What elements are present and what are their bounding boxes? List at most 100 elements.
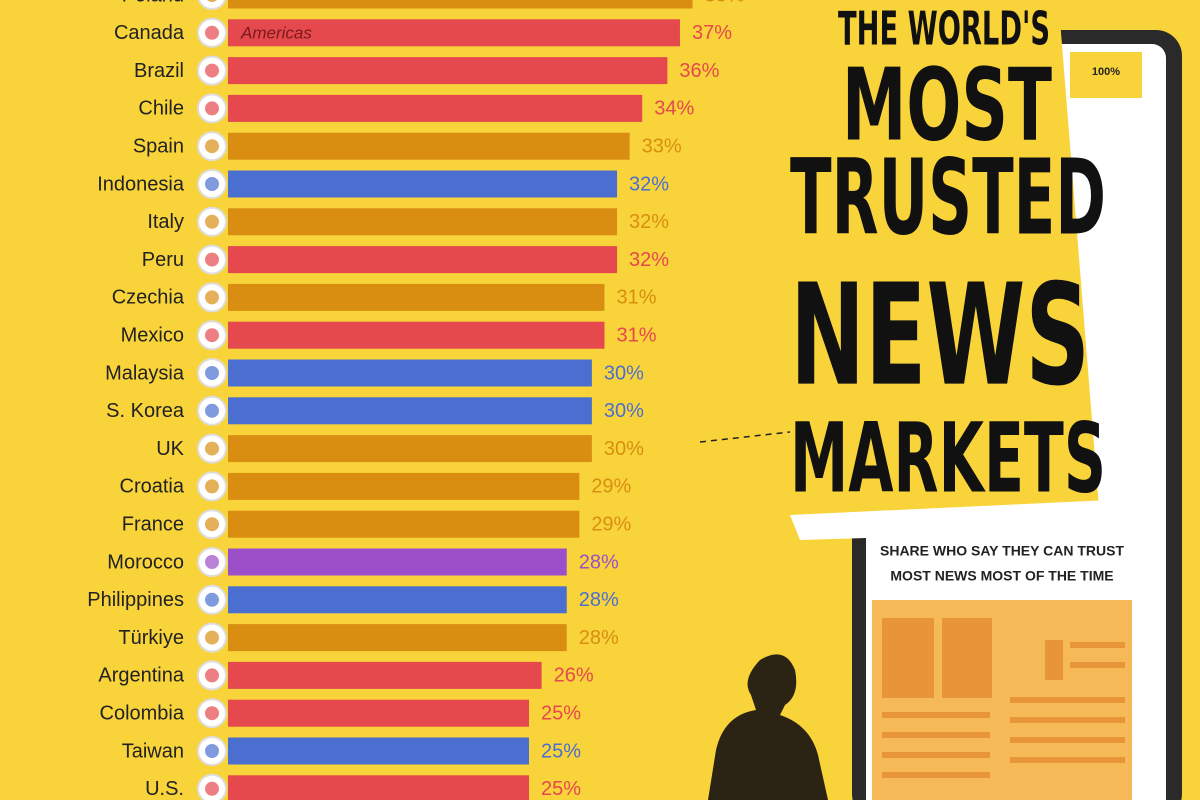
bar bbox=[228, 170, 618, 198]
flag-center bbox=[207, 0, 217, 2]
value-label: 32% bbox=[629, 211, 669, 233]
bar bbox=[228, 435, 592, 463]
title-line: NEWS bbox=[790, 255, 1090, 418]
subtitle: SHARE WHO SAY THEY CAN TRUST MOST NEWS MO… bbox=[880, 543, 1124, 584]
value-label: 34% bbox=[654, 98, 694, 120]
flag-center bbox=[205, 328, 219, 343]
category-label: Argentina bbox=[98, 665, 184, 687]
annotation: Americas bbox=[240, 23, 312, 42]
flag-center bbox=[205, 668, 219, 683]
flag-center bbox=[205, 177, 219, 191]
category-label: U.S. bbox=[145, 778, 184, 800]
value-label: 28% bbox=[579, 589, 619, 611]
category-label: Canada bbox=[114, 22, 185, 44]
value-label: 25% bbox=[541, 740, 581, 762]
value-label: 30% bbox=[604, 400, 644, 422]
battery-badge bbox=[1070, 52, 1142, 98]
bar bbox=[228, 548, 567, 576]
category-label: Czechia bbox=[112, 287, 185, 309]
category-label: Colombia bbox=[100, 702, 185, 724]
bar bbox=[228, 661, 542, 689]
value-label: 30% bbox=[604, 438, 644, 460]
flag-center bbox=[205, 25, 219, 40]
value-label: 33% bbox=[642, 135, 682, 157]
value-label: 31% bbox=[616, 287, 656, 309]
category-label: Poland bbox=[122, 0, 184, 6]
bar bbox=[228, 246, 618, 274]
bar bbox=[228, 586, 567, 614]
bar bbox=[228, 699, 529, 727]
flag-center bbox=[205, 781, 219, 796]
subtitle-line: MOST NEWS MOST OF THE TIME bbox=[890, 568, 1113, 584]
value-label: 36% bbox=[679, 60, 719, 82]
bar bbox=[228, 208, 618, 236]
title-line: TRUSTED bbox=[790, 136, 1106, 258]
flag-center bbox=[205, 706, 219, 721]
flag-center bbox=[205, 101, 219, 116]
category-label: France bbox=[122, 513, 184, 535]
bar bbox=[228, 397, 592, 425]
flag-center bbox=[205, 214, 219, 229]
newspaper-photo bbox=[1045, 640, 1063, 680]
category-label: Spain bbox=[133, 135, 184, 157]
category-label: UK bbox=[156, 438, 184, 460]
newspaper-photo bbox=[942, 618, 992, 698]
category-label: Morocco bbox=[107, 551, 184, 573]
bar bbox=[228, 19, 680, 47]
flag-center bbox=[205, 63, 219, 78]
flag-center bbox=[205, 139, 219, 154]
value-label: 25% bbox=[541, 778, 581, 800]
title-line: THE WORLD'S bbox=[838, 2, 1050, 56]
title-line: MARKETS bbox=[790, 402, 1106, 514]
category-label: Italy bbox=[147, 211, 184, 233]
title-line: MOST bbox=[842, 46, 1052, 163]
value-label: 30% bbox=[604, 362, 644, 384]
category-label: S. Korea bbox=[106, 400, 185, 422]
category-label: Peru bbox=[142, 249, 184, 271]
newspaper-photo bbox=[882, 618, 934, 698]
value-label: 37% bbox=[692, 22, 732, 44]
bar bbox=[228, 737, 529, 765]
value-label: 32% bbox=[629, 249, 669, 271]
bar bbox=[228, 132, 630, 160]
value-label: 32% bbox=[629, 173, 669, 195]
subtitle-line: SHARE WHO SAY THEY CAN TRUST bbox=[880, 543, 1124, 559]
bar bbox=[228, 359, 592, 387]
bar bbox=[228, 94, 643, 122]
flag-center bbox=[205, 630, 219, 645]
flag-center bbox=[205, 403, 219, 418]
flag-center bbox=[205, 517, 219, 532]
flag-center bbox=[205, 555, 219, 569]
bar bbox=[228, 624, 567, 652]
flag-center bbox=[205, 290, 219, 305]
bar bbox=[228, 321, 605, 349]
value-label: 29% bbox=[591, 513, 631, 535]
value-label: 31% bbox=[616, 324, 656, 346]
flag-center bbox=[205, 744, 219, 758]
category-label: Taiwan bbox=[122, 740, 184, 762]
category-label: Philippines bbox=[87, 589, 184, 611]
flag-center bbox=[205, 479, 219, 494]
value-label: 28% bbox=[579, 551, 619, 573]
value-label: 38% bbox=[705, 0, 745, 6]
bar bbox=[228, 0, 693, 9]
bar bbox=[228, 283, 605, 311]
value-label: 26% bbox=[554, 665, 594, 687]
value-label: 28% bbox=[579, 627, 619, 649]
category-label: Croatia bbox=[120, 476, 185, 498]
flag-center bbox=[205, 366, 219, 380]
category-label: Brazil bbox=[134, 60, 184, 82]
flag bbox=[197, 0, 227, 10]
title-edge bbox=[790, 500, 1120, 540]
flag-center bbox=[205, 441, 219, 456]
bar bbox=[228, 472, 580, 500]
phone-battery: 100% bbox=[1092, 66, 1120, 78]
newspaper-lines bbox=[882, 642, 1125, 778]
value-label: 29% bbox=[591, 476, 631, 498]
flag-center bbox=[205, 592, 219, 607]
flag-center bbox=[205, 252, 219, 267]
category-label: Mexico bbox=[121, 324, 184, 346]
